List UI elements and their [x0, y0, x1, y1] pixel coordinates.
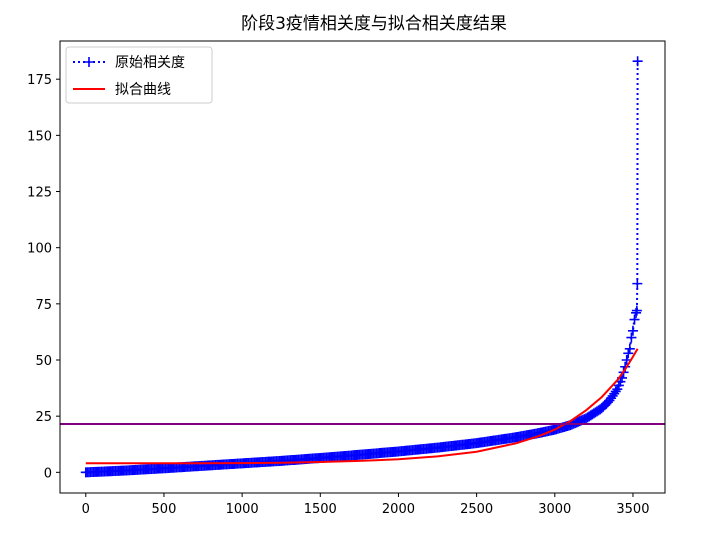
series-line-original	[85, 61, 639, 474]
plot-content	[60, 56, 665, 478]
y-tick-label: 125	[27, 186, 52, 201]
data-point-original	[627, 325, 638, 336]
x-tick-label: 3000	[538, 502, 571, 517]
y-tick-label: 75	[35, 298, 52, 313]
legend-marker-original	[84, 57, 94, 67]
legend-label-fit: 拟合曲线	[115, 82, 171, 98]
data-point-original	[631, 305, 642, 316]
data-point-original	[624, 343, 635, 354]
x-tick-label: 2500	[460, 502, 493, 517]
x-tick-label: 0	[82, 502, 90, 517]
series-line-fit	[85, 348, 639, 465]
data-point-original	[632, 278, 643, 289]
legend-item-original: 原始相关度	[73, 55, 185, 71]
y-tick-label: 25	[35, 410, 52, 425]
data-point-original	[632, 56, 643, 67]
legend: 原始相关度 拟合曲线	[65, 46, 213, 104]
y-tick-label: 50	[35, 354, 52, 369]
data-point-original	[626, 332, 637, 343]
y-tick-label: 175	[27, 73, 52, 88]
x-tick-label: 1500	[304, 502, 337, 517]
legend-item-fit: 拟合曲线	[73, 82, 171, 98]
y-tick-label: 0	[44, 466, 52, 481]
y-axis: 0 25 50 75 100 125 150 175	[27, 73, 60, 481]
data-point-original	[623, 348, 634, 359]
x-tick-label: 500	[152, 502, 177, 517]
x-tick-label: 1000	[226, 502, 259, 517]
chart-title: 阶段3疫情相关度与拟合相关度结果	[241, 14, 507, 34]
y-tick-label: 100	[27, 242, 52, 257]
x-tick-label: 3500	[616, 502, 649, 517]
plot-frame	[59, 40, 666, 494]
x-axis: 0 500 1000 1500 2000 2500 3000 3500	[82, 493, 649, 517]
y-tick-label: 150	[27, 129, 52, 144]
series-markers-original	[80, 56, 643, 478]
legend-label-original: 原始相关度	[115, 55, 185, 71]
data-point-original	[610, 386, 621, 397]
data-point-original	[629, 314, 640, 325]
x-tick-label: 2000	[382, 502, 415, 517]
